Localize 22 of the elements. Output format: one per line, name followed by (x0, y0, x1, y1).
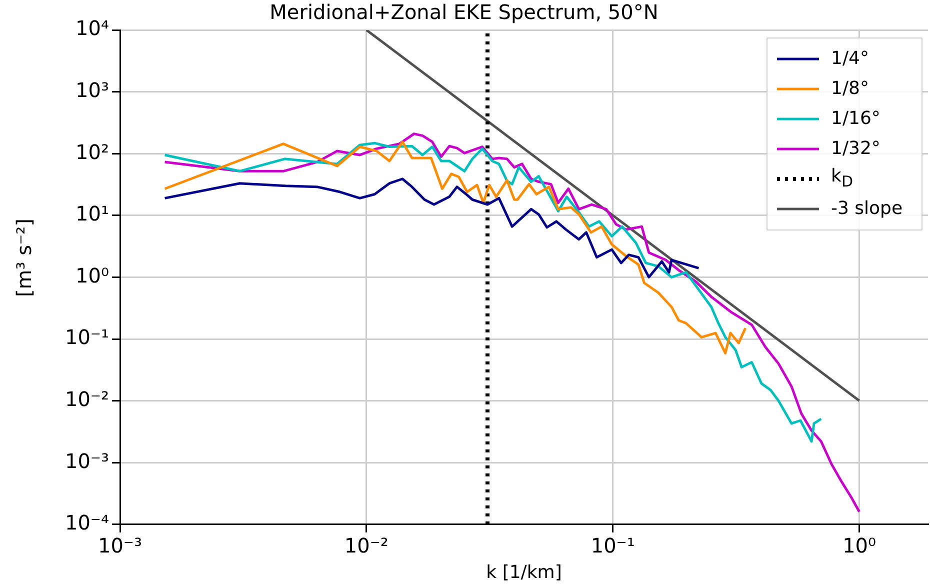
chart-title: Meridional+Zonal EKE Spectrum, 50°N (270, 0, 658, 24)
y-tick-label: 10² (76, 140, 109, 164)
y-tick-label: 10⁻² (64, 387, 109, 412)
y-tick-label: 10⁰ (76, 263, 109, 288)
y-tick-label: 10⁴ (76, 16, 109, 40)
y-tick-label: 10³ (76, 78, 109, 102)
x-tick-label: 10⁻³ (98, 534, 142, 558)
y-tick-label: 10⁻⁴ (64, 510, 109, 535)
x-axis-title: k [1/km] (486, 562, 562, 583)
legend-label: k$_{D}$ (831, 166, 853, 192)
x-tick-label: 10⁻² (344, 534, 388, 558)
legend-label: 1/8° (831, 78, 869, 99)
legend-label: 1/32° (831, 138, 880, 159)
legend-label: 1/4° (831, 48, 869, 69)
legend-label: 1/16° (831, 108, 880, 129)
legend-label: -3 slope (831, 198, 903, 219)
y-tick-label: 10¹ (76, 202, 109, 226)
y-axis-title: [m³ s⁻²] (12, 218, 36, 297)
y-tick-label: 10⁻¹ (64, 325, 109, 350)
y-tick-label: 10⁻³ (64, 448, 109, 473)
x-tick-label: 10⁻¹ (590, 534, 635, 558)
x-tick-label: 10⁰ (842, 534, 876, 558)
